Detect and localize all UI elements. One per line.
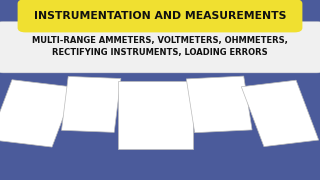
FancyBboxPatch shape <box>18 0 302 32</box>
Polygon shape <box>241 80 319 147</box>
Polygon shape <box>0 80 75 147</box>
Polygon shape <box>118 81 193 149</box>
Text: MULTI-RANGE AMMETERS, VOLTMETERS, OHMMETERS,
RECTIFYING INSTRUMENTS, LOADING ERR: MULTI-RANGE AMMETERS, VOLTMETERS, OHMMET… <box>32 36 288 57</box>
Polygon shape <box>186 76 252 133</box>
Polygon shape <box>61 76 121 132</box>
FancyBboxPatch shape <box>0 22 320 73</box>
Text: INSTRUMENTATION AND MEASUREMENTS: INSTRUMENTATION AND MEASUREMENTS <box>34 11 286 21</box>
